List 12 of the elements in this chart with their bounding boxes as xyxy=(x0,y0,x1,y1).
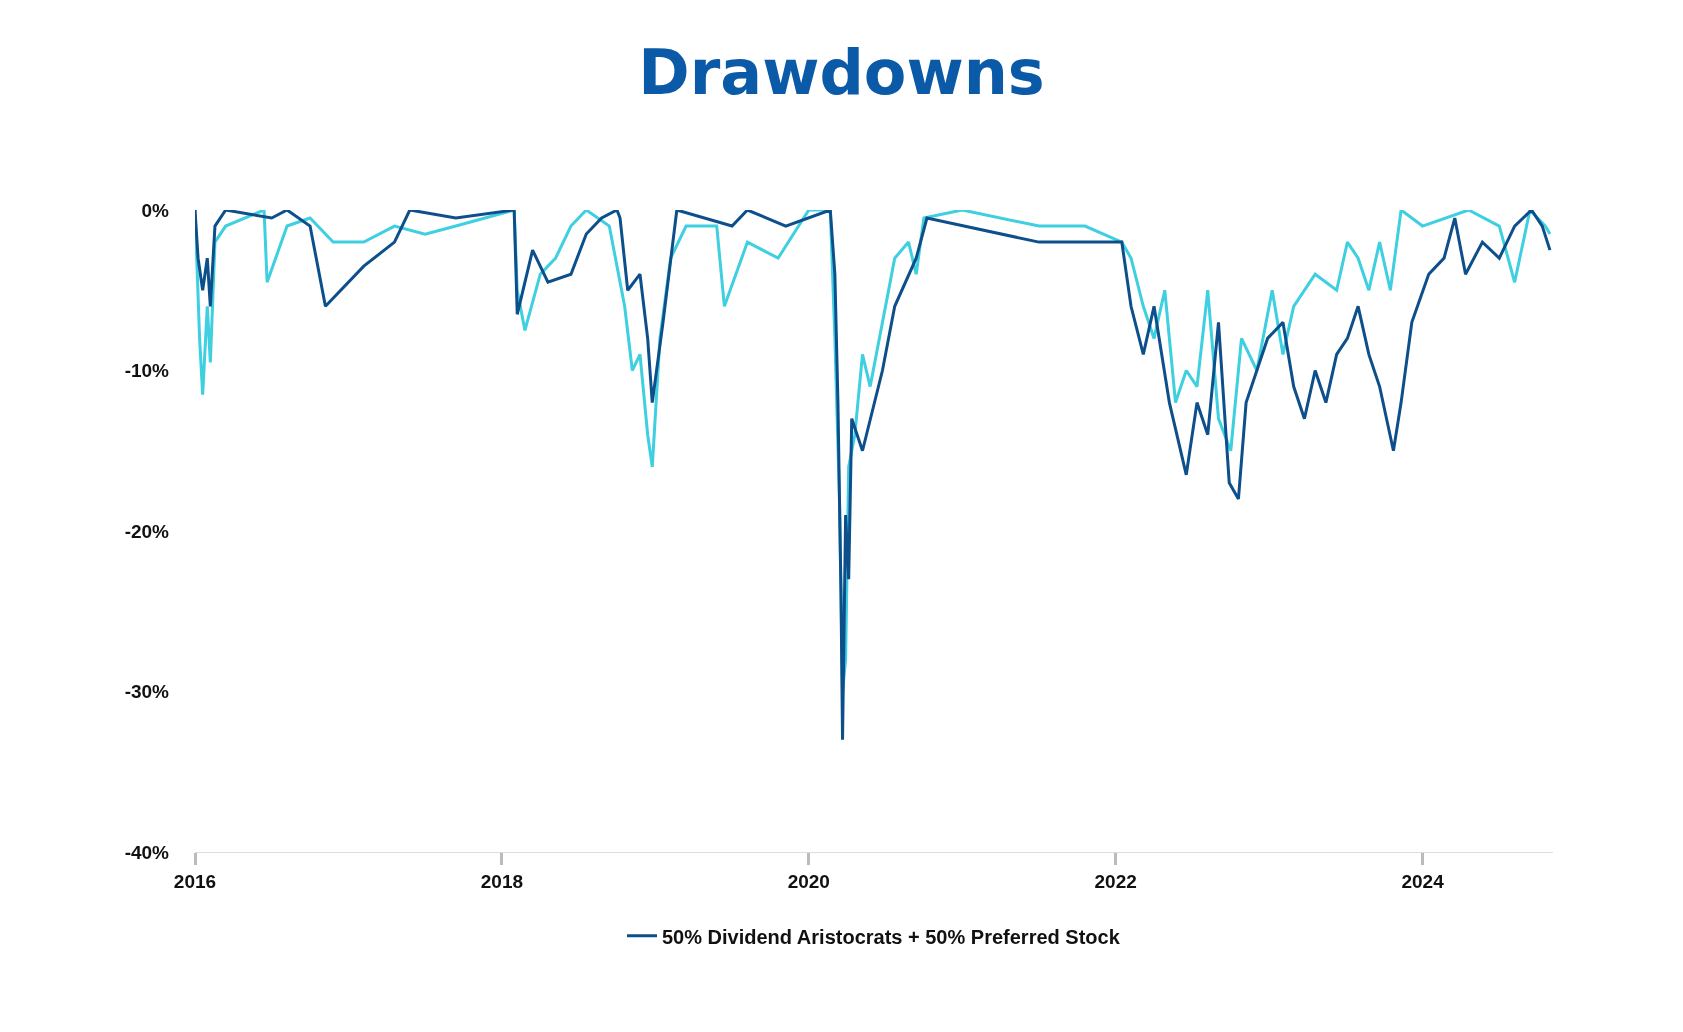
chart-title: Drawdowns xyxy=(638,35,1045,109)
y-tick-label: -40% xyxy=(124,841,170,863)
y-tick-label: -10% xyxy=(124,360,170,382)
x-tick-label: 2018 xyxy=(480,870,524,892)
y-tick-label: 0% xyxy=(141,199,170,221)
x-tick-label: 2020 xyxy=(787,870,830,892)
x-tick-label: 2024 xyxy=(1401,870,1445,892)
y-tick-label: -20% xyxy=(124,520,170,542)
legend-label: 50% Dividend Aristocrats + 50% Preferred Stock xyxy=(662,925,1121,948)
x-tick-label: 2016 xyxy=(173,870,217,892)
y-tick-label: -30% xyxy=(124,681,170,703)
x-tick-label: 2022 xyxy=(1094,870,1137,892)
